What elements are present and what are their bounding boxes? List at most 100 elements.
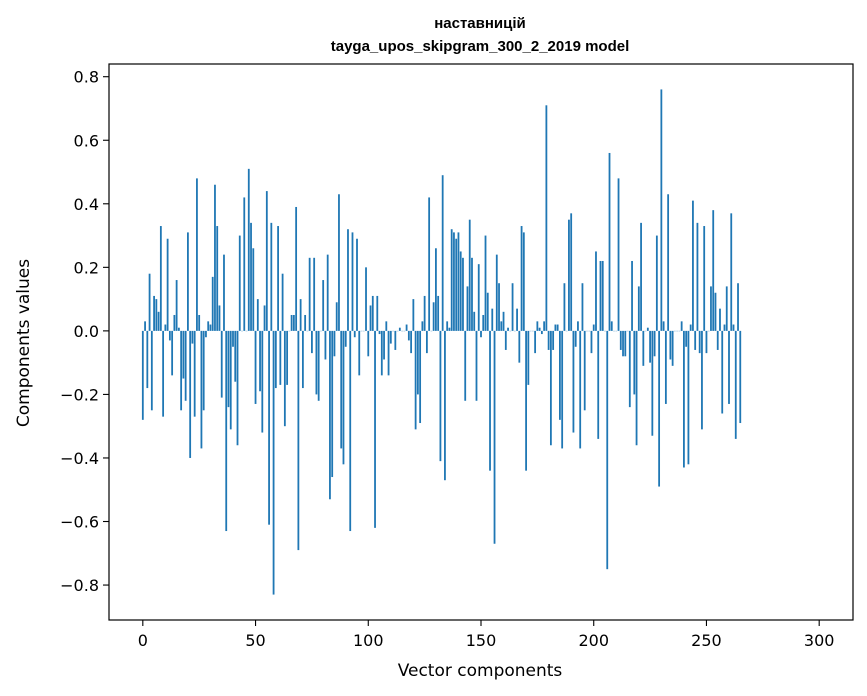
y-tick-label: 0.8	[74, 68, 99, 87]
bar	[225, 330, 228, 532]
bar	[295, 206, 298, 331]
bar	[187, 232, 189, 331]
y-tick-label: 0.2	[74, 258, 99, 277]
bar	[574, 330, 577, 347]
bar	[701, 330, 703, 430]
bar	[502, 311, 505, 331]
bar	[416, 330, 419, 395]
bar	[671, 330, 674, 366]
bar	[484, 235, 487, 331]
bar	[207, 321, 210, 331]
bar	[164, 324, 167, 331]
bar	[259, 330, 261, 392]
bar	[234, 330, 237, 382]
bar	[719, 308, 721, 331]
y-axis-ticks: −0.8 −0.6 −0.4 −0.2 0.0 0.2 0.4 0.6 0.8	[60, 68, 109, 595]
y-tick-label: 0.6	[74, 131, 99, 150]
bar	[236, 330, 239, 446]
bar	[592, 324, 595, 331]
bar	[599, 260, 602, 331]
bar	[180, 330, 183, 411]
bar	[254, 330, 257, 404]
bar	[247, 168, 250, 331]
y-tick-label: 0.0	[74, 322, 99, 341]
bar	[549, 330, 552, 446]
bar	[369, 305, 372, 331]
bar	[637, 286, 640, 331]
bar	[651, 330, 654, 436]
bar	[435, 248, 437, 331]
bar	[617, 178, 620, 331]
bar	[421, 321, 424, 331]
bar	[455, 238, 458, 331]
bar	[335, 302, 338, 331]
bar	[232, 330, 234, 347]
bar	[216, 226, 219, 331]
bar	[297, 330, 300, 551]
bar	[344, 330, 347, 347]
bar	[538, 327, 541, 331]
bar	[628, 330, 631, 408]
bar	[380, 330, 383, 376]
bar	[459, 251, 462, 331]
bar	[157, 311, 160, 331]
bar	[324, 330, 327, 360]
bar	[689, 324, 692, 331]
bar	[250, 222, 252, 331]
bar	[385, 321, 388, 331]
plot-frame	[108, 63, 854, 621]
bar	[407, 330, 410, 341]
bar	[274, 330, 277, 389]
bar	[669, 330, 672, 360]
bar	[518, 330, 521, 363]
bar	[223, 254, 225, 331]
bar	[349, 330, 352, 532]
bar	[619, 330, 622, 350]
bar	[290, 314, 293, 331]
bar	[198, 314, 201, 331]
bar	[462, 257, 464, 331]
bar	[414, 330, 417, 430]
bar	[218, 305, 221, 331]
bar	[441, 175, 444, 331]
bar	[329, 330, 331, 500]
bar	[340, 330, 343, 449]
bar	[144, 321, 146, 331]
bar	[692, 200, 694, 331]
bar	[432, 302, 435, 331]
bar	[710, 286, 712, 331]
bar	[559, 330, 561, 420]
bar	[159, 226, 162, 331]
bar	[655, 235, 658, 331]
y-tick-label: −0.4	[60, 449, 99, 468]
bar	[486, 292, 489, 331]
bar	[590, 330, 593, 354]
bar	[680, 321, 683, 331]
bar	[347, 229, 349, 331]
bar	[457, 232, 460, 331]
bar	[428, 197, 431, 331]
y-tick-label: −0.6	[60, 513, 99, 532]
bar	[155, 299, 158, 331]
bar	[511, 283, 514, 331]
bar	[419, 330, 422, 424]
bar	[606, 330, 609, 570]
chart-title: наставницій	[434, 15, 526, 32]
bar	[374, 330, 376, 528]
bar	[265, 191, 268, 331]
bar	[631, 260, 633, 331]
bar	[268, 330, 270, 525]
bar	[685, 330, 688, 347]
bar	[595, 251, 597, 331]
y-tick-label: 0.4	[74, 195, 99, 214]
bar	[649, 330, 651, 363]
bar	[227, 330, 230, 408]
bar	[270, 222, 273, 331]
bar	[263, 305, 266, 331]
bar	[633, 330, 636, 395]
bar	[507, 327, 509, 331]
bar	[311, 330, 313, 354]
bar	[622, 330, 624, 357]
bar	[317, 330, 320, 401]
